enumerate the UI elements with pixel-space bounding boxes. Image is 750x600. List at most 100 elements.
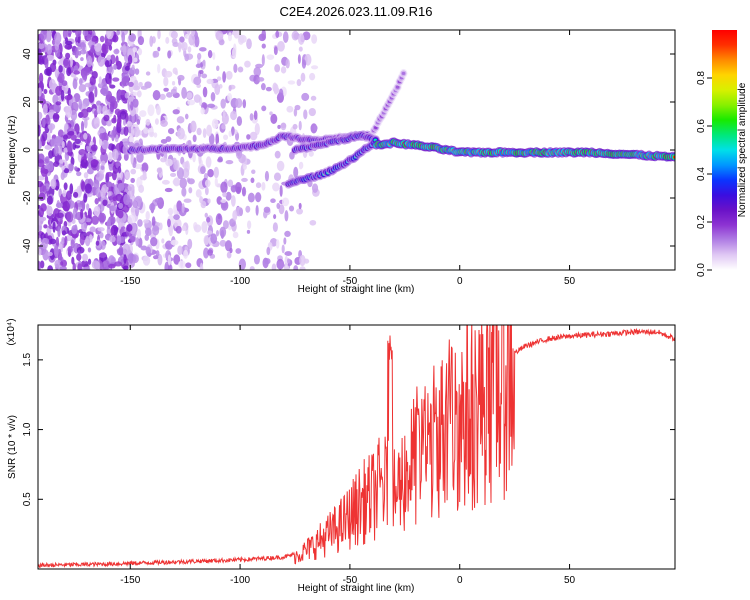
- noise-dot: [122, 265, 129, 270]
- noise-dot: [46, 54, 55, 62]
- noise-dot: [98, 128, 106, 134]
- noise-dot: [273, 46, 278, 56]
- noise-dot: [225, 191, 232, 201]
- noise-dot: [266, 246, 271, 256]
- svg-text:0: 0: [457, 276, 463, 287]
- noise-dot: [156, 167, 162, 174]
- noise-dot: [310, 65, 319, 70]
- svg-text:0.0: 0.0: [696, 263, 707, 277]
- noise-dot: [58, 65, 63, 73]
- noise-dot: [210, 233, 218, 244]
- noise-dot: [136, 90, 142, 98]
- noise-dot: [80, 120, 85, 133]
- noise-dot: [232, 231, 239, 239]
- noise-dot: [132, 47, 138, 53]
- noise-dot: [86, 34, 92, 41]
- noise-dot: [102, 260, 110, 270]
- noise-dot: [132, 98, 139, 108]
- noise-dot: [236, 116, 243, 127]
- noise-dot: [81, 41, 86, 52]
- noise-dot: [206, 230, 213, 235]
- noise-dot: [235, 98, 243, 109]
- noise-dot: [117, 166, 122, 174]
- noise-dot: [253, 74, 261, 85]
- noise-dot: [38, 204, 41, 209]
- noise-dot: [83, 117, 88, 129]
- noise-dot: [58, 248, 62, 255]
- noise-dot: [126, 224, 133, 232]
- noise-dot: [177, 245, 183, 256]
- colorbar-label: Normalized spectral amplitude: [737, 82, 748, 217]
- noise-dot: [279, 184, 283, 197]
- noise-dot: [38, 111, 43, 120]
- noise-dot: [83, 132, 88, 140]
- noise-dot: [165, 36, 170, 44]
- noise-dot: [38, 248, 42, 256]
- noise-dot: [61, 140, 65, 149]
- noise-dot: [206, 124, 212, 137]
- noise-dot: [38, 180, 44, 188]
- noise-dot: [160, 138, 168, 144]
- noise-dot: [183, 249, 189, 259]
- snr-x-tick: -50: [343, 325, 358, 586]
- noise-dot: [46, 205, 53, 217]
- noise-dot: [261, 181, 266, 191]
- noise-dot: [89, 75, 96, 86]
- noise-dot: [133, 79, 139, 90]
- noise-dot: [105, 30, 114, 40]
- noise-dot: [215, 229, 220, 237]
- noise-dot: [80, 208, 84, 219]
- noise-dot: [285, 58, 290, 69]
- noise-dot: [100, 152, 109, 164]
- noise-dot: [38, 118, 41, 124]
- noise-dot: [67, 130, 75, 136]
- noise-dot: [132, 200, 138, 208]
- noise-dot: [38, 175, 45, 181]
- noise-dot: [287, 80, 296, 85]
- noise-dot: [246, 220, 252, 230]
- noise-dot: [43, 238, 50, 245]
- noise-dot: [222, 109, 226, 118]
- noise-dot: [255, 182, 262, 189]
- noise-dot: [57, 129, 64, 138]
- spectrogram-x-tick: -50: [343, 30, 358, 287]
- noise-dot: [173, 177, 181, 187]
- noise-dot: [95, 240, 100, 246]
- noise-dot: [181, 41, 188, 52]
- noise-dot: [46, 131, 51, 143]
- noise-dot: [239, 207, 243, 217]
- noise-dot: [96, 104, 102, 115]
- noise-dot: [74, 166, 78, 171]
- noise-dot: [195, 63, 202, 68]
- noise-dot: [44, 57, 49, 69]
- noise-dot: [301, 92, 310, 101]
- spectrogram-x-tick: -100: [230, 30, 251, 287]
- noise-dot: [181, 187, 187, 197]
- noise-dot: [249, 266, 255, 270]
- spectrogram-ticks: -150 -100 -50 0 50 -40 -20 0 20 40: [22, 30, 675, 287]
- noise-dot: [84, 235, 91, 247]
- noise-dot: [233, 63, 238, 73]
- noise-dot: [255, 192, 262, 203]
- noise-dot: [80, 158, 89, 169]
- noise-dot: [263, 206, 271, 213]
- noise-dot: [138, 184, 145, 194]
- noise-dot: [122, 141, 130, 146]
- noise-dot: [161, 179, 170, 185]
- noise-dot: [286, 258, 291, 264]
- noise-dot: [244, 60, 251, 68]
- noise-dot: [87, 168, 94, 175]
- noise-dot: [71, 256, 75, 265]
- noise-dot: [298, 46, 303, 52]
- noise-dot: [81, 181, 86, 192]
- noise-dot: [205, 156, 212, 168]
- noise-dot: [100, 165, 105, 171]
- noise-dot: [115, 48, 119, 53]
- noise-dot: [216, 196, 223, 205]
- noise-dot: [273, 214, 277, 220]
- noise-dot: [108, 151, 113, 162]
- noise-dot: [231, 126, 235, 135]
- noise-dot: [121, 76, 130, 87]
- chart-title: C2E4.2026.023.11.09.R16: [280, 4, 433, 19]
- noise-dot: [38, 43, 45, 50]
